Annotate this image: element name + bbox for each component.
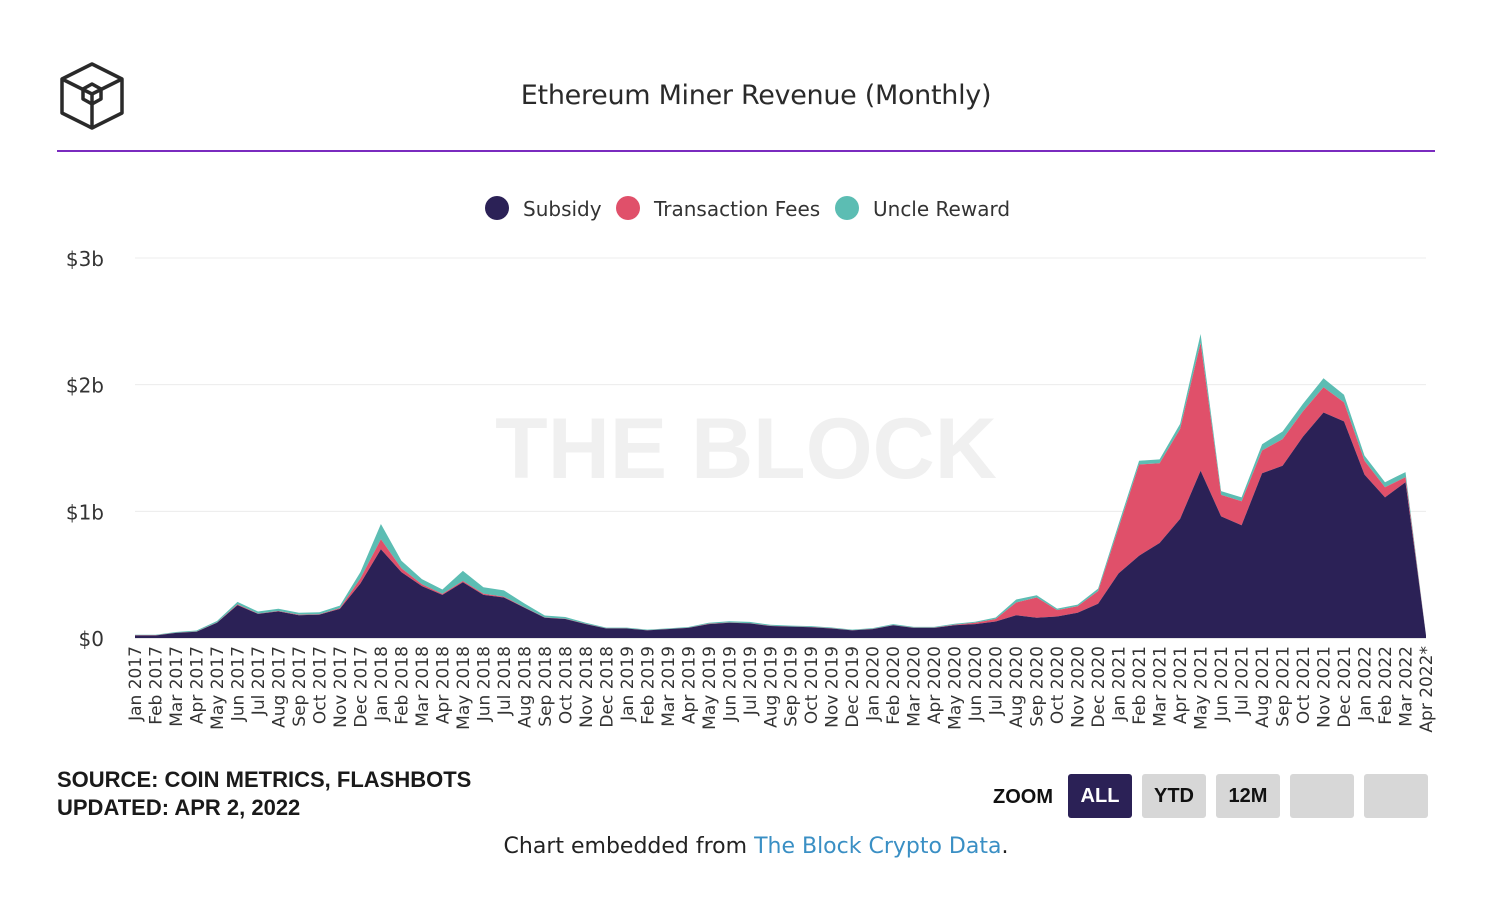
x-tick-label: Apr 2022* (1417, 646, 1437, 733)
zoom-label: ZOOM (993, 786, 1053, 808)
x-tick-label: Apr 2018 (433, 646, 453, 724)
x-tick-label: Jun 2019 (720, 646, 740, 722)
x-tick-label: Jan 2022 (1356, 646, 1376, 722)
embed-prefix: Chart embedded from (503, 834, 755, 859)
x-tick-label: Aug 2017 (269, 646, 289, 728)
x-tick-label: Oct 2017 (310, 646, 330, 724)
zoom-extra-button-1[interactable] (1290, 774, 1354, 818)
x-tick-label: Jul 2017 (249, 646, 269, 716)
embed-credit: Chart embedded from The Block Crypto Dat… (0, 834, 1512, 859)
legend-label-0: Subsidy (523, 197, 602, 221)
x-tick-label: Sep 2017 (290, 646, 310, 727)
x-tick-label: Nov 2019 (823, 646, 843, 728)
zoom-12m-button[interactable]: 12M (1216, 774, 1280, 818)
x-tick-label: Apr 2019 (679, 646, 699, 724)
legend-label-2: Uncle Reward (873, 197, 1010, 221)
x-tick-label: Oct 2021 (1294, 646, 1314, 724)
zoom-ytd-button[interactable]: YTD (1142, 774, 1206, 818)
x-tick-label: Feb 2020 (884, 646, 904, 725)
title-divider (57, 150, 1435, 152)
x-tick-label: Aug 2020 (1007, 646, 1027, 728)
x-tick-label: Jun 2021 (1212, 646, 1232, 722)
x-tick-label: Dec 2020 (1089, 646, 1109, 728)
x-tick-label: May 2019 (700, 646, 720, 730)
x-tick-label: Jun 2018 (474, 646, 494, 722)
x-tick-label: May 2020 (946, 646, 966, 730)
zoom-extra-button-2[interactable] (1364, 774, 1428, 818)
chart-title: Ethereum Miner Revenue (Monthly) (520, 80, 992, 111)
legend-marker-2 (835, 196, 859, 220)
embed-link[interactable]: The Block Crypto Data (754, 834, 1002, 859)
x-tick-label: Apr 2020 (925, 646, 945, 724)
series-area-transaction-fees (135, 342, 1426, 636)
updated-text: UPDATED: APR 2, 2022 (57, 795, 301, 820)
x-tick-label: Aug 2021 (1253, 646, 1273, 728)
x-tick-label: Dec 2019 (843, 646, 863, 728)
the-block-logo (60, 62, 124, 130)
x-tick-label: Jun 2017 (229, 646, 249, 722)
x-tick-label: Nov 2021 (1315, 646, 1335, 728)
x-tick-label: Nov 2020 (1069, 646, 1089, 728)
x-tick-label: Dec 2018 (597, 646, 617, 728)
x-tick-label: May 2017 (208, 646, 228, 730)
x-tick-label: Jul 2020 (987, 646, 1007, 716)
x-tick-label: Aug 2019 (761, 646, 781, 728)
x-tick-label: Nov 2017 (331, 646, 351, 728)
x-tick-label: Sep 2018 (536, 646, 556, 727)
x-tick-label: Jan 2017 (126, 646, 146, 722)
x-tick-label: May 2021 (1192, 646, 1212, 730)
x-tick-label: Jan 2021 (1110, 646, 1130, 722)
zoom-all-button[interactable]: ALL (1068, 774, 1132, 818)
legend-label-1: Transaction Fees (653, 197, 820, 221)
x-tick-label: Oct 2019 (802, 646, 822, 724)
x-tick-label: Jul 2019 (741, 646, 761, 716)
x-tick-label: Feb 2018 (392, 646, 412, 725)
x-tick-label: Jul 2021 (1233, 646, 1253, 716)
x-tick-label: Aug 2018 (515, 646, 535, 728)
x-tick-label: Mar 2020 (905, 646, 925, 727)
x-tick-label: Jan 2020 (864, 646, 884, 722)
watermark: THE BLOCK (495, 401, 997, 497)
x-tick-label: Jun 2020 (966, 646, 986, 722)
x-tick-label: Nov 2018 (577, 646, 597, 728)
source-text: SOURCE: COIN METRICS, FLASHBOTS (57, 767, 472, 792)
x-tick-label: Sep 2019 (782, 646, 802, 727)
x-tick-label: Apr 2021 (1171, 646, 1191, 724)
y-tick-label-3: $3b (66, 247, 104, 271)
x-tick-label: Feb 2019 (638, 646, 658, 725)
x-tick-label: Sep 2021 (1274, 646, 1294, 727)
x-tick-label: Mar 2022 (1397, 646, 1417, 727)
x-tick-label: Jan 2019 (618, 646, 638, 722)
legend-marker-1 (616, 196, 640, 220)
x-tick-label: May 2018 (454, 646, 474, 730)
x-tick-label: Jan 2018 (372, 646, 392, 722)
embed-suffix: . (1001, 834, 1009, 859)
x-tick-label: Oct 2018 (556, 646, 576, 724)
source-block: SOURCE: COIN METRICS, FLASHBOTS UPDATED:… (57, 766, 471, 822)
y-tick-label-2: $2b (66, 374, 104, 398)
x-tick-label: Feb 2017 (147, 646, 167, 725)
x-tick-label: Jul 2018 (495, 646, 515, 716)
x-tick-label: Feb 2021 (1130, 646, 1150, 725)
x-tick-label: Mar 2019 (659, 646, 679, 727)
x-tick-label: Sep 2020 (1028, 646, 1048, 727)
x-tick-label: Apr 2017 (188, 646, 208, 724)
y-tick-label-1: $1b (66, 500, 104, 524)
x-tick-label: Mar 2018 (413, 646, 433, 727)
x-tick-label: Mar 2017 (167, 646, 187, 727)
x-tick-label: Dec 2021 (1335, 646, 1355, 728)
legend-marker-0 (485, 196, 509, 220)
x-tick-label: Oct 2020 (1048, 646, 1068, 724)
x-tick-label: Mar 2021 (1151, 646, 1171, 727)
series-area-subsidy (135, 412, 1426, 638)
x-tick-label: Feb 2022 (1376, 646, 1396, 725)
x-tick-label: Dec 2017 (351, 646, 371, 728)
y-tick-label-0: $0 (79, 627, 104, 651)
